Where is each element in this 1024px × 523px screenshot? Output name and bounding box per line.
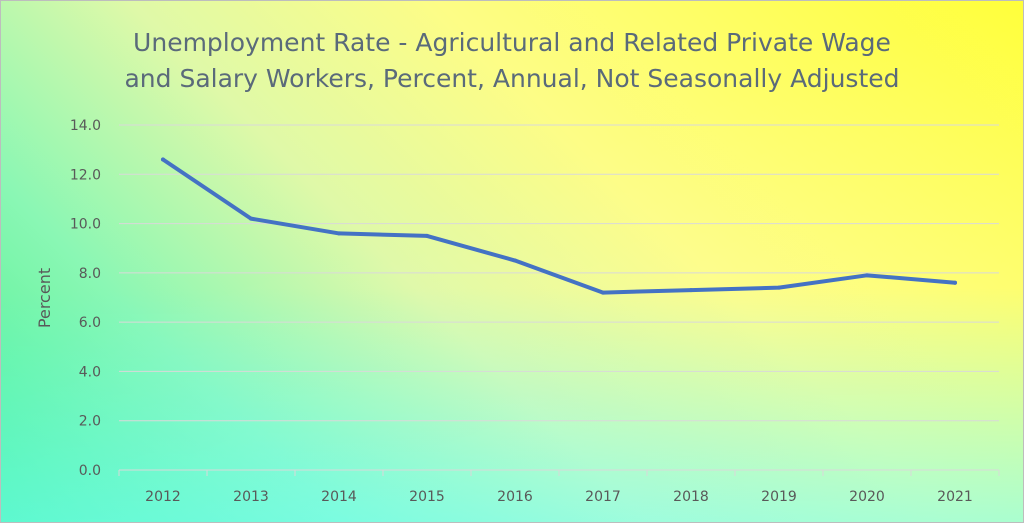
y-axis-title: Percent (35, 268, 54, 328)
y-tick-label: 4.0 (79, 364, 101, 380)
data-point (513, 258, 517, 263)
gridlines (119, 124, 999, 471)
x-tick-label: 2016 (497, 489, 533, 505)
x-tick-label: 2017 (585, 489, 621, 505)
x-tick-label: 2018 (673, 489, 709, 505)
x-tick-label: 2012 (145, 489, 181, 505)
data-point (425, 233, 429, 238)
data-point (337, 231, 341, 236)
x-tick-label: 2020 (849, 489, 885, 505)
x-tick-label: 2015 (409, 489, 445, 505)
chart-title-line-1: Unemployment Rate - Agricultural and Rel… (133, 28, 891, 57)
data-point (161, 157, 165, 162)
data-point (689, 288, 693, 293)
x-tick-label: 2021 (937, 489, 973, 505)
y-tick-label: 8.0 (79, 266, 101, 282)
data-point (953, 280, 957, 285)
y-axis-ticks: 0.0 2.0 4.0 6.0 8.0 10.0 12.0 14.0 (70, 118, 101, 479)
chart-title: Unemployment Rate - Agricultural and Rel… (124, 28, 899, 93)
data-point (865, 273, 869, 278)
y-tick-label: 2.0 (79, 414, 101, 430)
data-point (601, 290, 605, 295)
data-point (777, 285, 781, 290)
x-tick-label: 2014 (321, 489, 357, 505)
x-tick-label: 2019 (761, 489, 797, 505)
y-tick-label: 12.0 (70, 167, 101, 183)
x-axis-ticks: 2012 2013 2014 2015 2016 2017 2018 2019 2020 2021 (118, 470, 1000, 505)
x-tick-label: 2013 (233, 489, 269, 505)
y-tick-label: 0.0 (79, 463, 101, 479)
y-tick-label: 6.0 (79, 315, 101, 331)
series-line (161, 157, 957, 295)
y-tick-label: 10.0 (70, 217, 101, 233)
data-point (249, 216, 253, 221)
series-lines (161, 157, 957, 295)
chart-title-line-2: and Salary Workers, Percent, Annual, Not… (124, 64, 899, 93)
y-tick-label: 14.0 (70, 118, 101, 134)
